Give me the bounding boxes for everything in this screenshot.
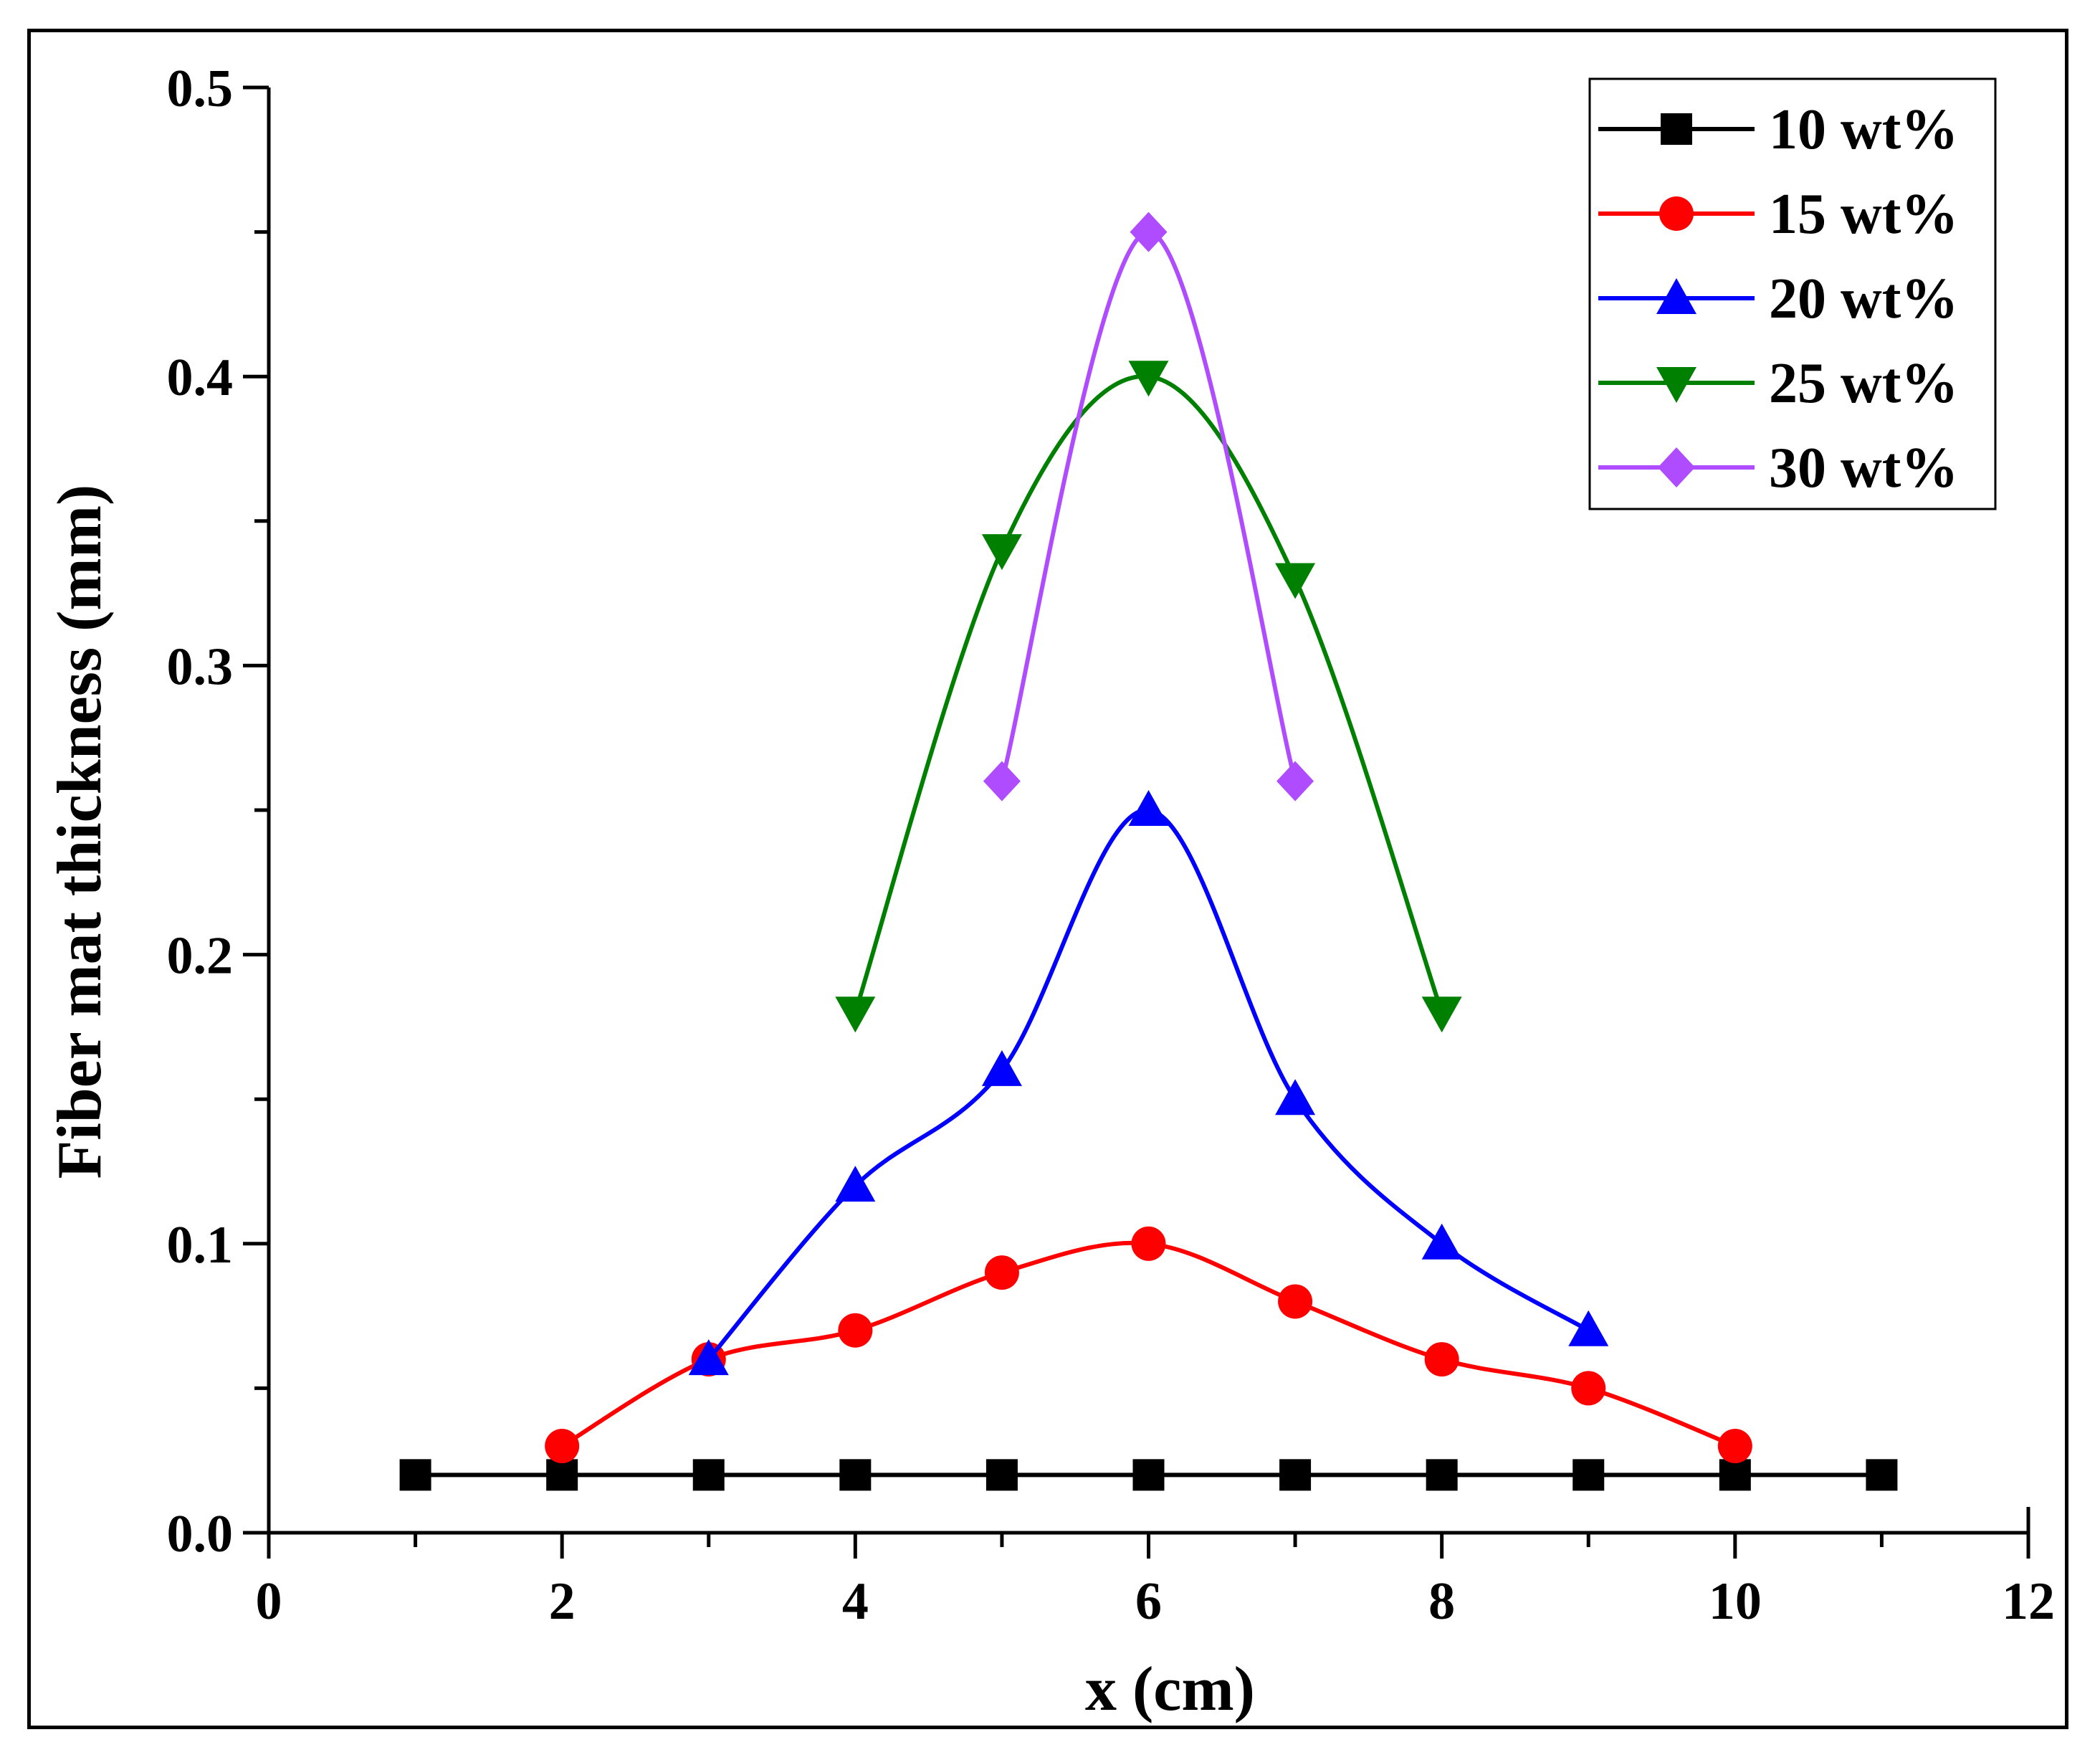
- legend-marker: [1656, 367, 1696, 403]
- y-tick-label: 0.4: [167, 348, 234, 407]
- data-point: [1572, 1459, 1605, 1491]
- y-tick-label: 0.1: [167, 1216, 234, 1275]
- legend-marker: [1659, 196, 1694, 231]
- legend-label: 25 wt%: [1769, 352, 1958, 415]
- data-point: [1128, 361, 1169, 397]
- data-point: [1424, 1342, 1459, 1377]
- data-point: [839, 1459, 872, 1491]
- y-axis-label: Fiber mat thickness (mm): [45, 485, 115, 1179]
- data-point: [1276, 761, 1314, 801]
- legend-label: 20 wt%: [1769, 267, 1958, 330]
- data-point: [838, 1313, 873, 1348]
- x-tick-label: 10: [1709, 1572, 1762, 1631]
- series-line: [707, 807, 1590, 1361]
- data-point: [1719, 1459, 1751, 1491]
- series-line: [853, 374, 1444, 1014]
- x-tick-label: 6: [1135, 1572, 1162, 1631]
- legend-marker: [1658, 447, 1695, 487]
- x-tick-label: 12: [2002, 1572, 2055, 1631]
- data-point: [1128, 790, 1169, 826]
- x-axis-label: x (cm): [1085, 1655, 1255, 1724]
- data-point: [1279, 1459, 1312, 1491]
- y-tick-label: 0.5: [167, 60, 234, 118]
- data-point: [1132, 1459, 1165, 1491]
- x-tick-label: 0: [256, 1572, 282, 1631]
- data-point: [1130, 211, 1168, 252]
- data-point: [1275, 1079, 1316, 1116]
- legend-label: 15 wt%: [1769, 183, 1958, 246]
- series-2: [688, 790, 1609, 1376]
- data-point: [1421, 996, 1462, 1033]
- legend-box: [1588, 77, 1997, 510]
- series-layer: [399, 211, 1898, 1491]
- data-point: [1426, 1459, 1458, 1491]
- data-point: [546, 1459, 578, 1491]
- data-point: [1571, 1371, 1606, 1406]
- data-point: [1568, 1310, 1609, 1346]
- data-point: [1866, 1459, 1898, 1491]
- data-point: [692, 1459, 725, 1491]
- series-0: [399, 1459, 1898, 1491]
- data-point: [985, 1459, 1018, 1491]
- data-point: [835, 996, 876, 1033]
- x-tick-label: 4: [842, 1572, 869, 1631]
- legend: 10 wt% 15 wt% 20 wt% 25 wt% 30 wt%: [1588, 77, 1997, 510]
- data-point: [1278, 1284, 1313, 1319]
- data-point: [1131, 1226, 1166, 1261]
- data-point: [1275, 563, 1316, 599]
- series-line: [560, 1240, 1736, 1448]
- data-point: [981, 1050, 1022, 1086]
- x-tick-label: 2: [549, 1572, 576, 1631]
- data-point: [399, 1459, 431, 1491]
- series-4: [983, 211, 1314, 801]
- legend-marker: [1656, 278, 1696, 314]
- data-point: [545, 1429, 580, 1464]
- legend-marker: [1661, 113, 1692, 145]
- data-point: [983, 761, 1021, 801]
- series-3: [835, 361, 1462, 1033]
- series-1: [545, 1226, 1752, 1464]
- series-line: [1000, 229, 1297, 782]
- data-point: [981, 534, 1022, 571]
- data-point: [688, 1339, 729, 1376]
- x-tick-label: 8: [1428, 1572, 1455, 1631]
- data-point: [984, 1255, 1019, 1290]
- y-tick-label: 0.0: [167, 1505, 234, 1564]
- y-tick-label: 0.2: [167, 927, 234, 986]
- axes: 0 2 4 6 8 10 12 0.0 0.1 0.2 0.3 0.4 0.5 x (cm) Fiber m…: [45, 60, 2055, 1724]
- data-point: [1421, 1223, 1462, 1260]
- figure-frame: [27, 29, 2068, 1729]
- data-point: [835, 1166, 876, 1202]
- data-point: [1717, 1429, 1752, 1464]
- legend-label: 10 wt%: [1769, 98, 1958, 161]
- y-tick-label: 0.3: [167, 637, 234, 696]
- legend-label: 30 wt%: [1769, 437, 1958, 500]
